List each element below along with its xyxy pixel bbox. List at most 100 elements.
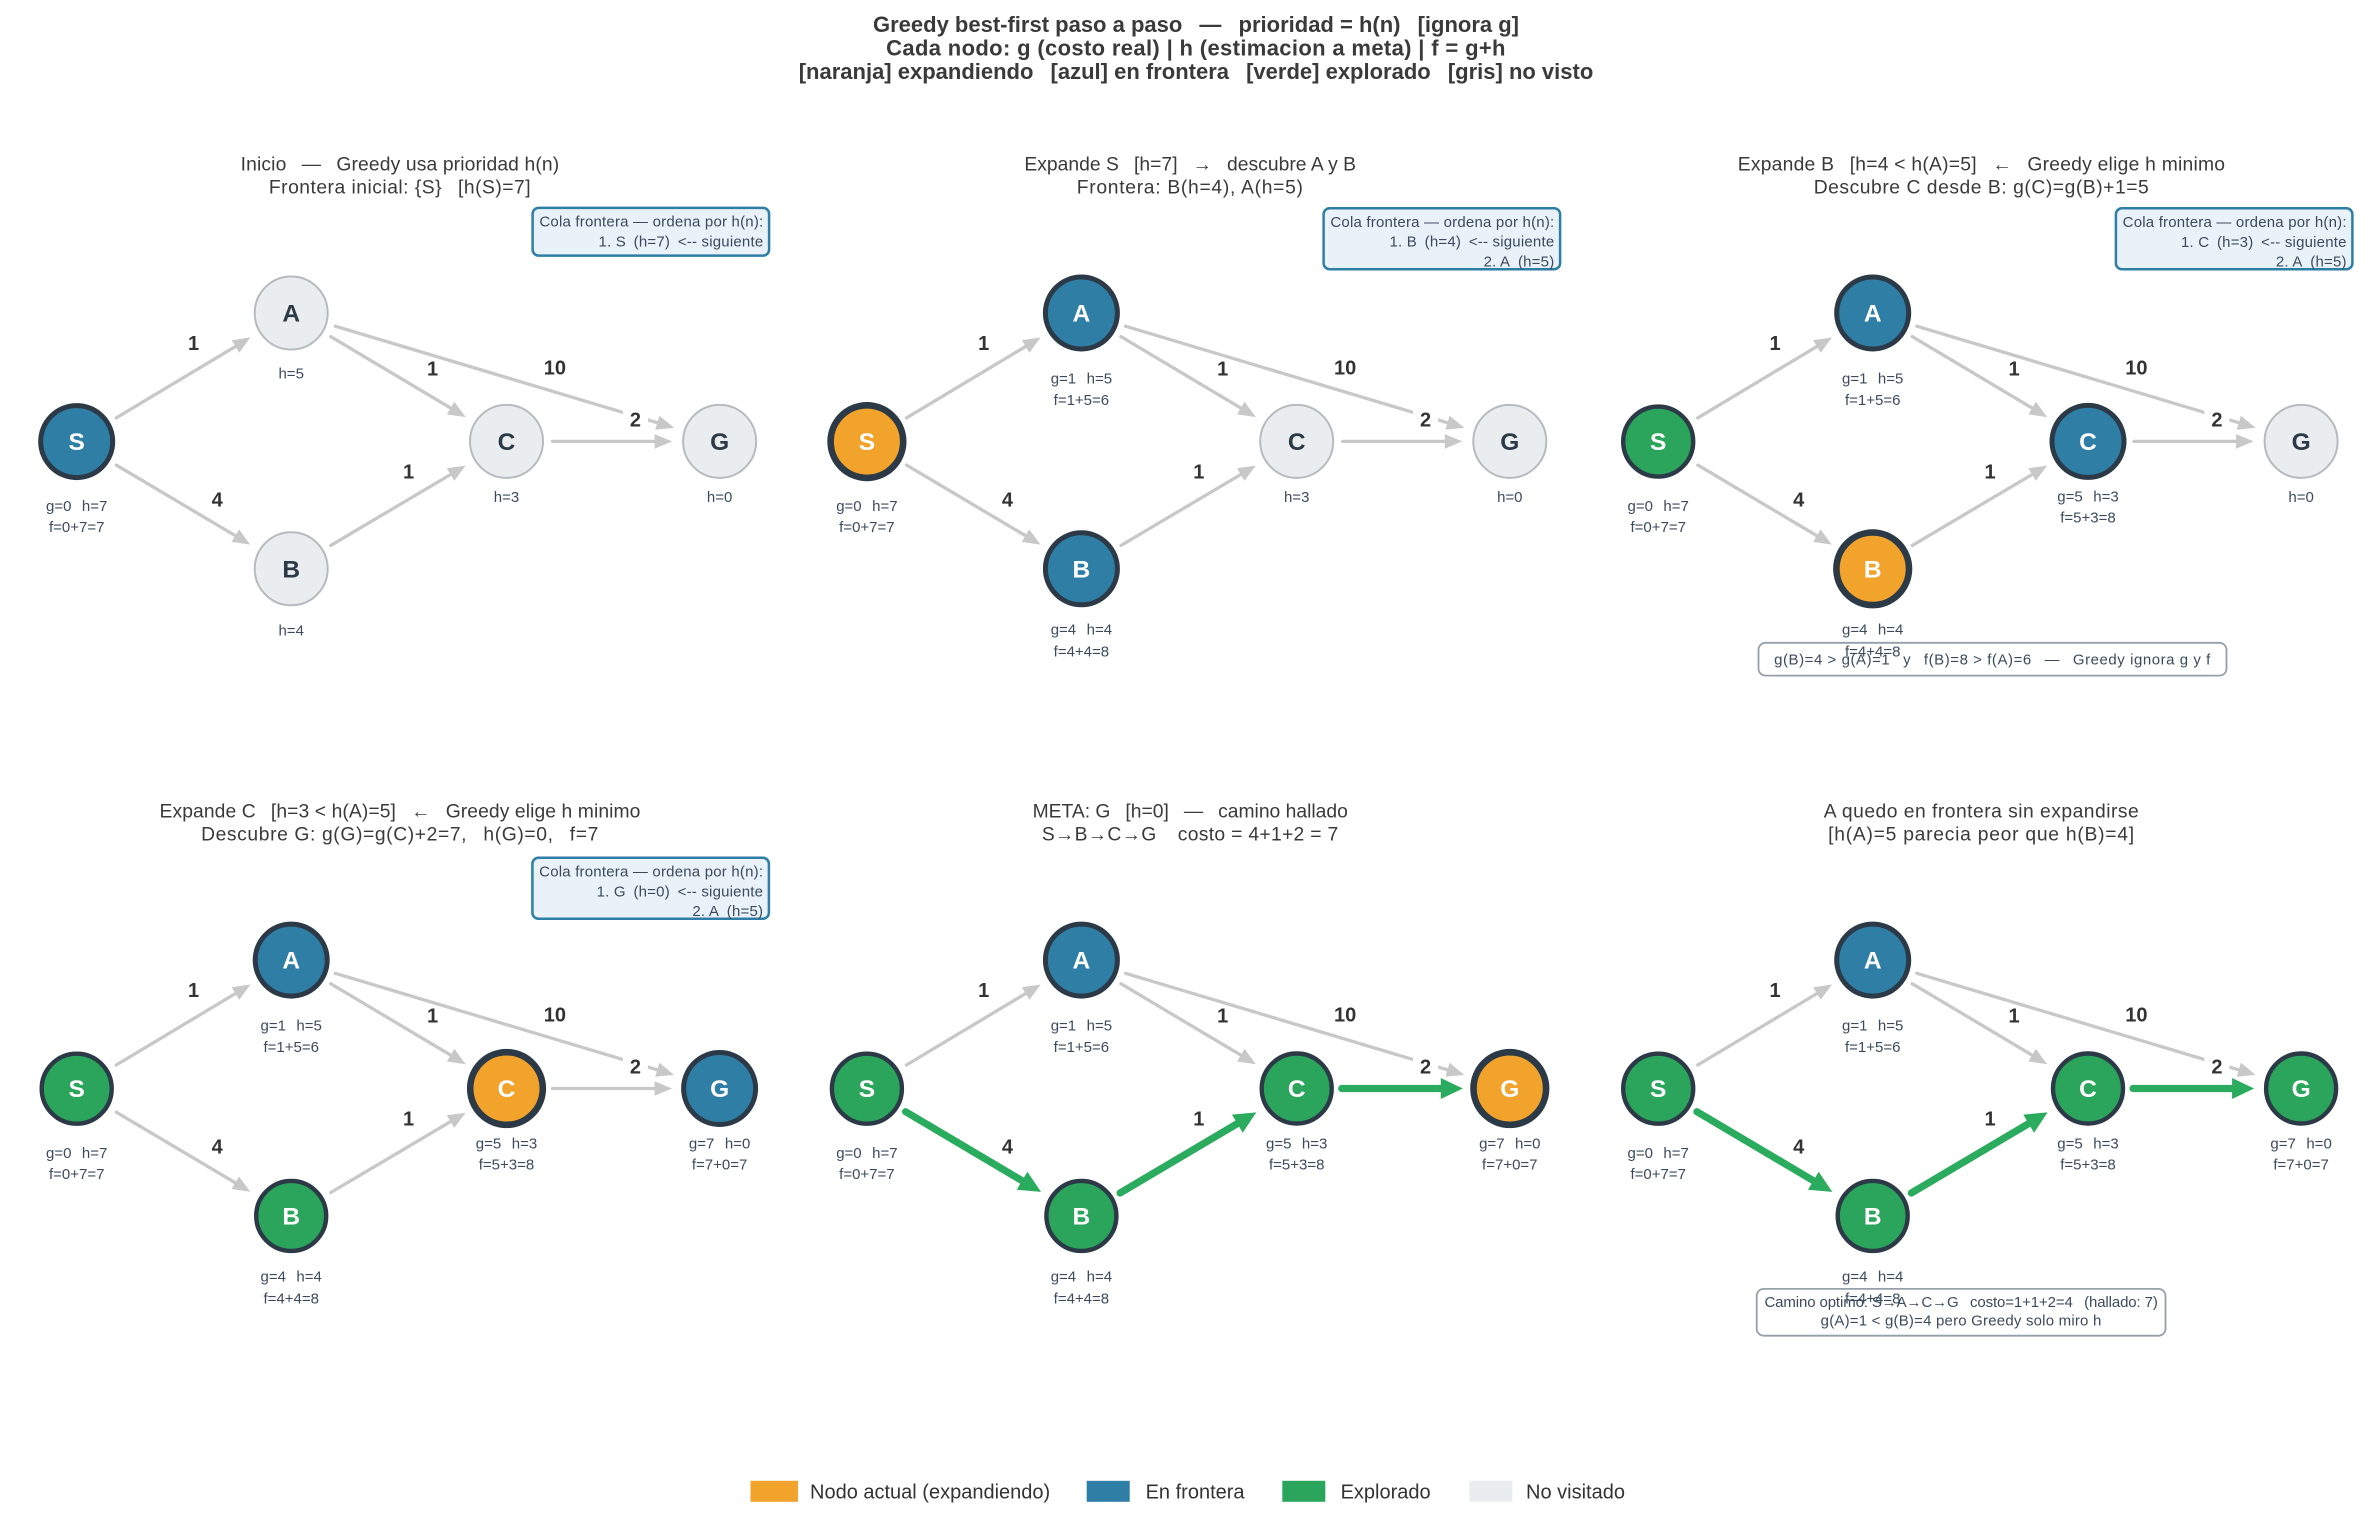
svg-text:4: 4 [212, 1137, 224, 1159]
svg-text:h=0: h=0 [707, 489, 732, 506]
svg-text:10: 10 [1334, 357, 1356, 379]
svg-text:Cola frontera — ordena por h(n: Cola frontera — ordena por h(n): [1330, 214, 1554, 231]
svg-text:2: 2 [1420, 1056, 1431, 1078]
svg-text:f=0+7=7: f=0+7=7 [49, 519, 104, 536]
svg-text:f=4+4=8: f=4+4=8 [1845, 644, 1900, 661]
svg-text:f=4+4=8: f=4+4=8 [1845, 1291, 1900, 1308]
svg-text:S: S [859, 1076, 875, 1103]
svg-text:G: G [710, 1076, 729, 1103]
svg-text:C: C [498, 1076, 516, 1103]
svg-text:1: 1 [1193, 461, 1204, 483]
svg-text:f=7+0=7: f=7+0=7 [692, 1157, 747, 1174]
svg-text:A: A [1073, 948, 1091, 975]
svg-text:1: 1 [1769, 333, 1780, 355]
svg-text:h=3: h=3 [494, 489, 519, 506]
svg-text:1: 1 [2008, 1006, 2019, 1028]
svg-text:1. S (h=7) <-- siguiente: 1. S (h=7) <-- siguiente [599, 233, 764, 250]
svg-text:1: 1 [978, 333, 989, 355]
svg-text:C: C [1288, 429, 1306, 456]
svg-text:10: 10 [544, 1005, 566, 1027]
svg-text:g=5 h=3: g=5 h=3 [2057, 1135, 2118, 1152]
svg-text:G: G [2292, 1076, 2311, 1103]
svg-text:1: 1 [427, 1006, 438, 1028]
svg-text:Expande C [h=3 < h(A)=5] ←: Expande C [h=3 < h(A)=5] ← Greedy elige … [160, 802, 641, 823]
svg-text:g(A)=1 < g(B)=4 pero Greedy so: g(A)=1 < g(B)=4 pero Greedy solo miro h [1821, 1313, 2102, 1330]
svg-text:f=5+3=8: f=5+3=8 [1269, 1157, 1324, 1174]
svg-text:META: G [h=0] — camino hall: META: G [h=0] — camino hallado [1033, 802, 1348, 823]
svg-text:g=5 h=3: g=5 h=3 [2057, 488, 2118, 505]
svg-text:f=0+7=7: f=0+7=7 [839, 1166, 894, 1183]
svg-text:A: A [1864, 301, 1882, 328]
svg-text:G: G [2292, 429, 2311, 456]
svg-text:C: C [2079, 429, 2097, 456]
svg-text:g=0 h=7: g=0 h=7 [46, 498, 107, 515]
svg-text:f=7+0=7: f=7+0=7 [1482, 1157, 1537, 1174]
svg-text:2: 2 [630, 409, 641, 431]
svg-text:g=1 h=5: g=1 h=5 [260, 1018, 321, 1035]
svg-text:f=0+7=7: f=0+7=7 [839, 519, 894, 536]
svg-text:g=4 h=4: g=4 h=4 [1842, 622, 1903, 639]
svg-text:1: 1 [403, 1108, 414, 1130]
svg-text:Cola frontera — ordena por h(n: Cola frontera — ordena por h(n): [2123, 214, 2347, 231]
svg-text:2: 2 [2211, 1056, 2222, 1078]
svg-text:B: B [1073, 556, 1091, 583]
svg-text:f=0+7=7: f=0+7=7 [49, 1166, 104, 1183]
svg-text:1. C (h=3) <-- siguiente: 1. C (h=3) <-- siguiente [2181, 234, 2347, 251]
svg-text:Expande B [h=4 < h(A)=5] ←: Expande B [h=4 < h(A)=5] ← Greedy elige … [1738, 155, 2226, 176]
svg-text:h=3: h=3 [1284, 489, 1309, 506]
svg-text:f=1+5=6: f=1+5=6 [263, 1039, 318, 1056]
svg-text:g=0 h=7: g=0 h=7 [1627, 498, 1688, 515]
svg-text:Nodo actual (expandiendo): Nodo actual (expandiendo) [810, 1482, 1050, 1504]
svg-text:1: 1 [1217, 1006, 1228, 1028]
svg-text:Cola frontera — ordena por h(n: Cola frontera — ordena por h(n): [539, 214, 763, 231]
svg-text:Frontera: B(h=4), A(h=5): Frontera: B(h=4), A(h=5) [1077, 177, 1304, 198]
svg-text:1: 1 [403, 461, 414, 483]
svg-text:4: 4 [1793, 489, 1805, 511]
svg-text:Greedy best-first paso a paso: Greedy best-first paso a paso — priorida… [873, 12, 1519, 37]
svg-text:4: 4 [1002, 489, 1014, 511]
svg-text:4: 4 [1793, 1137, 1805, 1159]
svg-text:Camino optimo: S→A→C→G costo=: Camino optimo: S→A→C→G costo=1+1+2=4 (ha… [1764, 1294, 2157, 1311]
svg-text:10: 10 [1334, 1005, 1356, 1027]
svg-text:f=1+5=6: f=1+5=6 [1845, 1039, 1900, 1056]
svg-text:G: G [1500, 429, 1519, 456]
svg-text:Frontera inicial: {S} [h(S)=7: Frontera inicial: {S} [h(S)=7] [269, 177, 531, 198]
svg-text:A quedo en frontera sin expand: A quedo en frontera sin expandirse [1824, 802, 2139, 823]
svg-text:1: 1 [188, 980, 199, 1002]
svg-text:B: B [282, 1203, 300, 1230]
svg-text:1: 1 [188, 333, 199, 355]
svg-text:4: 4 [1002, 1137, 1014, 1159]
svg-text:A: A [282, 301, 300, 328]
svg-text:g=1 h=5: g=1 h=5 [1842, 1018, 1903, 1035]
svg-text:Cada nodo: g (costo real) | h: Cada nodo: g (costo real) | h (estimacio… [886, 35, 1506, 60]
svg-text:f=1+5=6: f=1+5=6 [1845, 392, 1900, 409]
svg-text:1: 1 [1769, 980, 1780, 1002]
svg-text:1. G (h=0) <-- siguiente: 1. G (h=0) <-- siguiente [597, 883, 764, 900]
svg-text:g=7 h=0: g=7 h=0 [1479, 1135, 1540, 1152]
svg-text:g=4 h=4: g=4 h=4 [1051, 622, 1112, 639]
svg-text:G: G [1500, 1076, 1519, 1103]
svg-text:f=7+0=7: f=7+0=7 [2273, 1157, 2328, 1174]
svg-text:1. B (h=4) <-- siguiente: 1. B (h=4) <-- siguiente [1390, 234, 1555, 251]
svg-text:f=5+3=8: f=5+3=8 [2060, 1157, 2115, 1174]
svg-text:S: S [69, 1076, 85, 1103]
svg-text:2. A (h=5): 2. A (h=5) [692, 903, 763, 920]
svg-text:10: 10 [544, 357, 566, 379]
svg-text:1: 1 [1217, 359, 1228, 381]
svg-text:S: S [859, 429, 875, 456]
svg-text:g=0 h=7: g=0 h=7 [46, 1145, 107, 1162]
svg-text:h=0: h=0 [2288, 489, 2313, 506]
svg-text:B: B [282, 556, 300, 583]
svg-text:1: 1 [1985, 1108, 1996, 1130]
svg-text:G: G [710, 429, 729, 456]
svg-text:h=4: h=4 [278, 623, 303, 640]
svg-text:f=5+3=8: f=5+3=8 [479, 1157, 534, 1174]
svg-text:f=4+4=8: f=4+4=8 [1054, 1291, 1109, 1308]
svg-text:B: B [1864, 556, 1882, 583]
svg-text:1: 1 [1985, 461, 1996, 483]
svg-text:2: 2 [2211, 409, 2222, 431]
svg-text:Cola frontera — ordena por h(n: Cola frontera — ordena por h(n): [539, 864, 763, 881]
svg-text:g=0 h=7: g=0 h=7 [836, 498, 897, 515]
svg-text:g=1 h=5: g=1 h=5 [1051, 1018, 1112, 1035]
svg-text:f=4+4=8: f=4+4=8 [1054, 644, 1109, 661]
